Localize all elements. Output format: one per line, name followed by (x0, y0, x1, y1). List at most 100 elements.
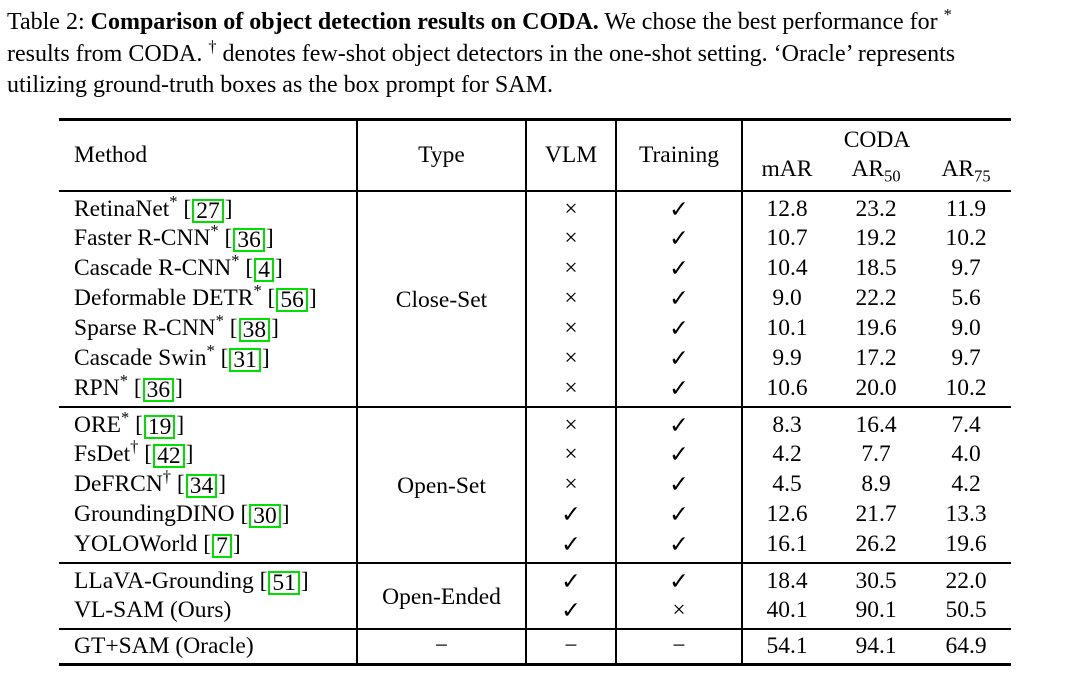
training-cell: ✓ (616, 561, 743, 596)
ar75-cell: 9.7 (951, 345, 981, 371)
column-header-method: Method (59, 119, 357, 192)
vlm-cell: − (526, 627, 617, 664)
table-row: Faster R-CNN* [36] × ✓ 10.7 19.2 10.2 (59, 221, 1011, 254)
ar75-cell: 22.0 (921, 561, 1011, 596)
method-marker: † (162, 467, 172, 487)
method-cell: ORE* [19] (59, 405, 357, 440)
method-name: YOLOWorld (74, 530, 198, 557)
ar75-cell: 9.7 (951, 255, 981, 281)
table-row: GT+SAM (Oracle) − − −54.1 94.1 64.9 (59, 627, 1011, 664)
method-cell: Faster R-CNN* [36] (74, 221, 274, 253)
method-cell: LLaVA-Grounding [51] (59, 561, 357, 596)
mar-cell: 10.7 (766, 225, 808, 251)
ar50-cell: 8.9 (861, 471, 891, 497)
table-row: LLaVA-Grounding [51] Open-Ended ✓ ✓ 18.4 30.5… (59, 561, 1011, 629)
column-header-mar-label: mAR (761, 155, 813, 182)
citation-box: 19 (143, 414, 176, 439)
caption-segment: denotes few-shot object detectors in the… (216, 40, 956, 67)
method-marker: * (121, 407, 130, 427)
vlm-cell: × (526, 405, 617, 440)
method-marker: * (231, 251, 240, 271)
training-cell: ✓ (616, 189, 743, 224)
ar75-cell: 4.0 (951, 441, 981, 467)
mar-cell: 18.4 (742, 561, 831, 596)
method-name: RPN (74, 374, 120, 401)
column-header-vlm: VLM (526, 119, 617, 192)
method-cell: Sparse R-CNN* [38] (74, 311, 279, 343)
ar75-cell: 7.4 (921, 405, 1011, 440)
ar50-cell: 23.2 (831, 189, 921, 224)
table-row: RetinaNet* [27] Close-Set × ✓ 12.8 23.2 11.9 (59, 189, 1011, 407)
training-cell: − (616, 627, 743, 664)
method-cell: Cascade Swin* [31] (74, 341, 270, 373)
vlm-cell: ✓ (526, 595, 617, 629)
table-header: Method Type VLM Training CODA mAR AR50 A… (59, 119, 1011, 192)
training-cell: ✓ (616, 373, 743, 407)
ar50-cell: 26.2 (855, 530, 897, 557)
training-cell: ✓ (616, 469, 743, 500)
caption-segment: * (943, 5, 952, 24)
ar50-cell: 20.0 (855, 374, 897, 401)
ar50-cell: 22.2 (855, 285, 897, 311)
citation-box: 42 (153, 444, 185, 468)
method-marker: † (130, 437, 139, 457)
training-cell: ✓ (616, 439, 743, 470)
caption-segment: † (208, 36, 217, 56)
table-row: VL-SAM (Ours) ✓ × 40.1 90.1 50.5 (59, 595, 1011, 629)
vlm-cell: × (526, 373, 617, 407)
vlm-cell: ✓ (526, 529, 617, 563)
vlm-cell: × (526, 439, 617, 470)
method-name: Cascade R-CNN (74, 255, 232, 281)
vlm-cell: × (526, 283, 617, 314)
mar-cell: 10.4 (766, 255, 808, 281)
ar75-cell: 19.6 (945, 530, 987, 557)
column-header-training: Training (616, 119, 743, 192)
method-cell: VL-SAM (Ours) (59, 596, 357, 629)
training-cell: ✓ (616, 343, 743, 374)
ar75-cell: 9.0 (951, 315, 981, 341)
mar-cell: 16.1 (766, 530, 808, 557)
mar-cell: 9.9 (772, 345, 802, 371)
ar50-cell: 94.1 (831, 627, 921, 664)
ar75-cell: 64.9 (921, 627, 1011, 664)
column-header-mar: mAR (742, 153, 831, 192)
ar75-cell: 11.9 (921, 189, 1011, 224)
citation-box: 30 (249, 504, 281, 528)
caption-segment: results from CODA. (7, 40, 209, 67)
caption-segment: utilizing ground-truth boxes as the box … (7, 72, 553, 98)
table-caption: Table 2: Comparison of object detection … (0, 0, 1080, 102)
method-name: Sparse R-CNN (74, 315, 216, 341)
method-name: RetinaNet (74, 195, 170, 222)
citation-box: 38 (238, 318, 271, 342)
training-cell: ✓ (616, 283, 743, 314)
column-header-ar75-label: AR (941, 155, 975, 182)
training-cell: ✓ (616, 529, 743, 563)
caption-segment: Table 2: (7, 9, 91, 35)
table-body: RetinaNet* [27] Close-Set × ✓ 12.8 23.2 11.9 Fa… (59, 189, 1011, 664)
method-cell: Deformable DETR* [56] (74, 281, 317, 313)
mar-cell: 40.1 (766, 596, 808, 623)
table-row: GroundingDINO [30] ✓ ✓ 12.6 21.7 13.3 (59, 499, 1011, 530)
table-row: DeFRCN† [34] × ✓ 4.5 8.9 4.2 (59, 467, 1011, 500)
mar-cell: 54.1 (742, 627, 831, 664)
method-name: LLaVA-Grounding (74, 567, 254, 594)
mar-cell: 9.0 (772, 285, 802, 311)
vlm-cell: × (526, 253, 617, 284)
vlm-cell: × (526, 313, 617, 344)
method-cell: GT+SAM (Oracle) (59, 627, 357, 664)
column-header-ar50-label: AR (851, 155, 885, 182)
citation-box: 31 (229, 348, 261, 372)
table-row: YOLOWorld [7] ✓ ✓ 16.1 26.2 19.6 (59, 529, 1011, 563)
ar75-cell: 13.3 (945, 501, 987, 527)
caption-title: Comparison of object detection results o… (90, 9, 599, 35)
method-name: ORE (74, 411, 121, 438)
method-cell: RPN* [36] (74, 370, 183, 403)
vlm-cell: × (526, 223, 617, 254)
ar75-cell: 50.5 (945, 596, 987, 623)
type-cell: − (356, 627, 527, 664)
column-group-coda: CODA (843, 126, 911, 153)
mar-cell: 10.1 (766, 315, 808, 341)
ar75-cell: 5.6 (951, 285, 981, 311)
citation-box: 34 (185, 474, 218, 498)
training-cell: ✓ (616, 223, 743, 254)
